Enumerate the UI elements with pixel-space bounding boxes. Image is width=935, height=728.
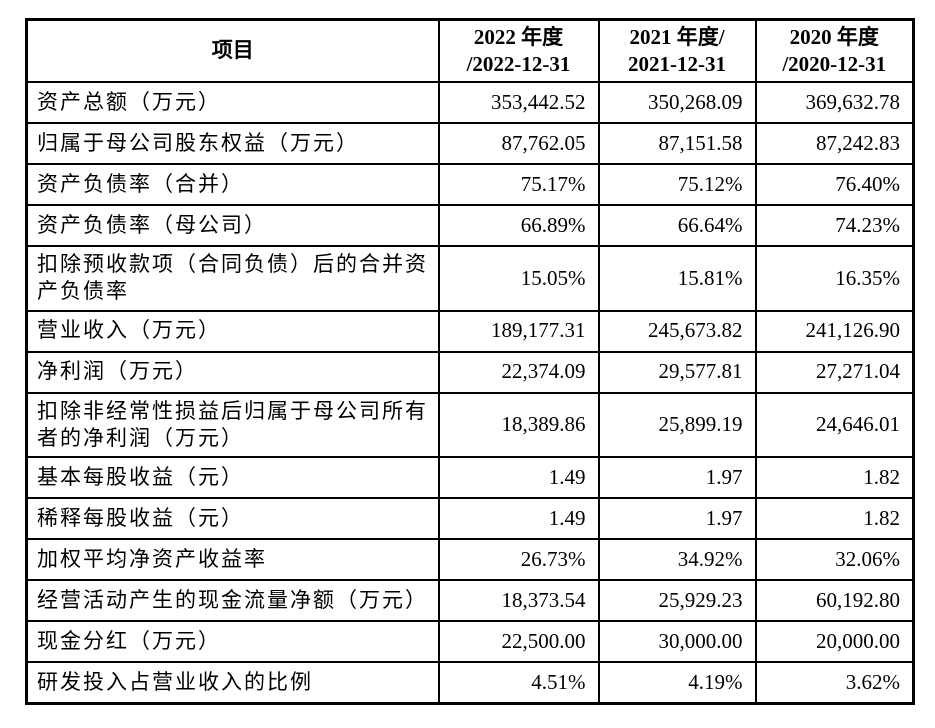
- value-2021-cell: 75.12%: [597, 163, 757, 206]
- value-2022-cell: 18,389.86: [437, 391, 600, 459]
- value-2020-cell: 87,242.83: [754, 122, 915, 165]
- financial-summary-table: 项目 2022 年度 /2022-12-31 2021 年度/ 2021-12-…: [25, 18, 915, 705]
- item-cell: 稀释每股收益（元）: [25, 497, 440, 541]
- table-row: 资产负债率（合并） 75.17% 75.12% 76.40%: [25, 163, 915, 206]
- column-header-2020: 2020 年度 /2020-12-31: [754, 18, 915, 83]
- item-cell: 扣除预收款项（合同负债）后的合并资产负债率: [25, 245, 440, 312]
- value-2021-cell: 87,151.58: [597, 122, 757, 165]
- item-cell: 加权平均净资产收益率: [25, 538, 440, 582]
- value-2020-cell: 32.06%: [754, 538, 915, 582]
- value-2022-cell: 66.89%: [437, 204, 600, 247]
- value-2021-cell: 15.81%: [597, 245, 757, 312]
- table-row: 扣除非经常性损益后归属于母公司所有者的净利润（万元） 18,389.86 25,…: [25, 391, 915, 459]
- table-row: 净利润（万元） 22,374.09 29,577.81 27,271.04: [25, 350, 915, 394]
- table-row: 经营活动产生的现金流量净额（万元） 18,373.54 25,929.23 60…: [25, 579, 915, 623]
- value-2020-cell: 20,000.00: [754, 620, 915, 664]
- column-header-2020-line2: /2020-12-31: [782, 52, 887, 76]
- table-row: 研发投入占营业收入的比例 4.51% 4.19% 3.62%: [25, 661, 915, 705]
- value-2020-cell: 27,271.04: [754, 350, 915, 394]
- value-2020-cell: 241,126.90: [754, 309, 915, 353]
- value-2020-cell: 60,192.80: [754, 579, 915, 623]
- item-cell: 扣除非经常性损益后归属于母公司所有者的净利润（万元）: [25, 391, 440, 459]
- item-cell: 归属于母公司股东权益（万元）: [25, 122, 440, 165]
- table-row: 资产总额（万元） 353,442.52 350,268.09 369,632.7…: [25, 81, 915, 124]
- item-cell: 净利润（万元）: [25, 350, 440, 394]
- item-cell: 研发投入占营业收入的比例: [25, 661, 440, 705]
- column-header-2021: 2021 年度/ 2021-12-31: [597, 18, 757, 83]
- value-2020-cell: 74.23%: [754, 204, 915, 247]
- column-header-2022-line1: 2022 年度: [473, 24, 564, 49]
- table-row: 现金分红（万元） 22,500.00 30,000.00 20,000.00: [25, 620, 915, 664]
- column-header-2022-line2: /2022-12-31: [466, 52, 571, 76]
- item-cell: 资产负债率（母公司）: [25, 204, 440, 247]
- value-2021-cell: 1.97: [597, 456, 757, 500]
- table-row: 扣除预收款项（合同负债）后的合并资产负债率 15.05% 15.81% 16.3…: [25, 245, 915, 312]
- value-2021-cell: 66.64%: [597, 204, 757, 247]
- value-2022-cell: 22,374.09: [437, 350, 600, 394]
- financial-summary-table-container: 项目 2022 年度 /2022-12-31 2021 年度/ 2021-12-…: [25, 18, 915, 705]
- value-2020-cell: 24,646.01: [754, 391, 915, 459]
- value-2020-cell: 16.35%: [754, 245, 915, 312]
- value-2020-cell: 1.82: [754, 456, 915, 500]
- value-2021-cell: 1.97: [597, 497, 757, 541]
- item-cell: 现金分红（万元）: [25, 620, 440, 664]
- value-2020-cell: 1.82: [754, 497, 915, 541]
- value-2022-cell: 4.51%: [437, 661, 600, 705]
- value-2022-cell: 87,762.05: [437, 122, 600, 165]
- value-2022-cell: 353,442.52: [437, 81, 600, 124]
- column-header-item: 项目: [25, 18, 440, 83]
- table-row: 资产负债率（母公司） 66.89% 66.64% 74.23%: [25, 204, 915, 247]
- value-2020-cell: 369,632.78: [754, 81, 915, 124]
- value-2022-cell: 22,500.00: [437, 620, 600, 664]
- item-cell: 基本每股收益（元）: [25, 456, 440, 500]
- value-2021-cell: 29,577.81: [597, 350, 757, 394]
- value-2021-cell: 4.19%: [597, 661, 757, 705]
- column-header-2022: 2022 年度 /2022-12-31: [437, 18, 600, 83]
- column-header-2020-line1: 2020 年度: [789, 24, 879, 49]
- table-row: 加权平均净资产收益率 26.73% 34.92% 32.06%: [25, 538, 915, 582]
- value-2020-cell: 3.62%: [754, 661, 915, 705]
- item-cell: 资产总额（万元）: [25, 81, 440, 124]
- value-2022-cell: 189,177.31: [437, 309, 600, 353]
- value-2021-cell: 34.92%: [597, 538, 757, 582]
- table-row: 稀释每股收益（元） 1.49 1.97 1.82: [25, 497, 915, 541]
- table-row: 归属于母公司股东权益（万元） 87,762.05 87,151.58 87,24…: [25, 122, 915, 165]
- value-2020-cell: 76.40%: [754, 163, 915, 206]
- table-row: 营业收入（万元） 189,177.31 245,673.82 241,126.9…: [25, 309, 915, 353]
- item-cell: 营业收入（万元）: [25, 309, 440, 353]
- value-2022-cell: 18,373.54: [437, 579, 600, 623]
- value-2021-cell: 30,000.00: [597, 620, 757, 664]
- value-2022-cell: 26.73%: [437, 538, 600, 582]
- value-2021-cell: 25,899.19: [597, 391, 757, 459]
- value-2021-cell: 25,929.23: [597, 579, 757, 623]
- value-2022-cell: 1.49: [437, 456, 600, 500]
- item-cell: 资产负债率（合并）: [25, 163, 440, 206]
- value-2022-cell: 75.17%: [437, 163, 600, 206]
- value-2021-cell: 350,268.09: [597, 81, 757, 124]
- table-row: 基本每股收益（元） 1.49 1.97 1.82: [25, 456, 915, 500]
- header-row: 项目 2022 年度 /2022-12-31 2021 年度/ 2021-12-…: [25, 18, 915, 83]
- value-2021-cell: 245,673.82: [597, 309, 757, 353]
- column-header-2021-line2: 2021-12-31: [628, 52, 726, 76]
- column-header-2021-line1: 2021 年度/: [629, 24, 725, 49]
- value-2022-cell: 15.05%: [437, 245, 600, 312]
- item-cell: 经营活动产生的现金流量净额（万元）: [25, 579, 440, 623]
- value-2022-cell: 1.49: [437, 497, 600, 541]
